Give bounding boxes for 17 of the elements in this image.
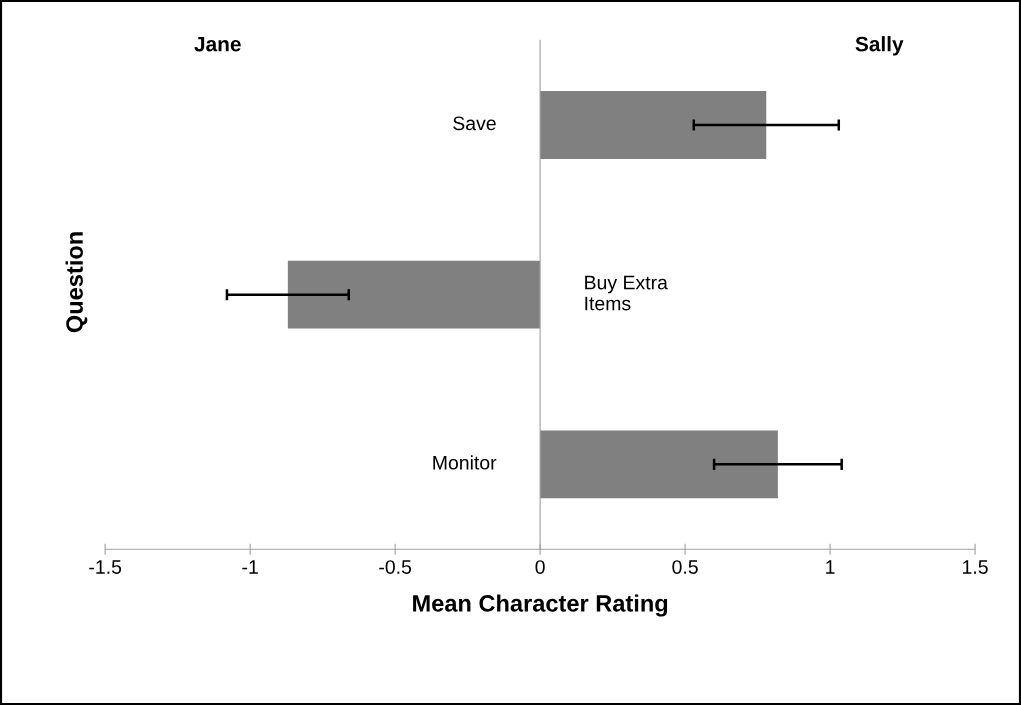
bar — [287, 260, 541, 329]
annotation: Sally — [855, 36, 904, 56]
y-tick-label: Save — [453, 116, 496, 131]
y-tick-label: Monitor — [433, 455, 497, 470]
annotation: Jane — [194, 36, 241, 52]
x-tick-label: 1.5 — [963, 560, 988, 574]
x-tick-label: 0 — [535, 560, 545, 574]
bar — [540, 91, 767, 159]
x-tick-label: -0.5 — [379, 560, 412, 574]
y-tick-label: Buy Extra Items — [585, 275, 668, 311]
x-tick-label: 1 — [826, 560, 835, 574]
x-tick-label: -1 — [242, 560, 258, 574]
y-axis-title: Question — [65, 232, 88, 333]
x-tick-label: 0.5 — [672, 560, 698, 574]
x-axis-title: Mean Character Rating — [413, 594, 668, 617]
bar — [540, 430, 778, 499]
x-tick-label: -1.5 — [89, 560, 122, 574]
